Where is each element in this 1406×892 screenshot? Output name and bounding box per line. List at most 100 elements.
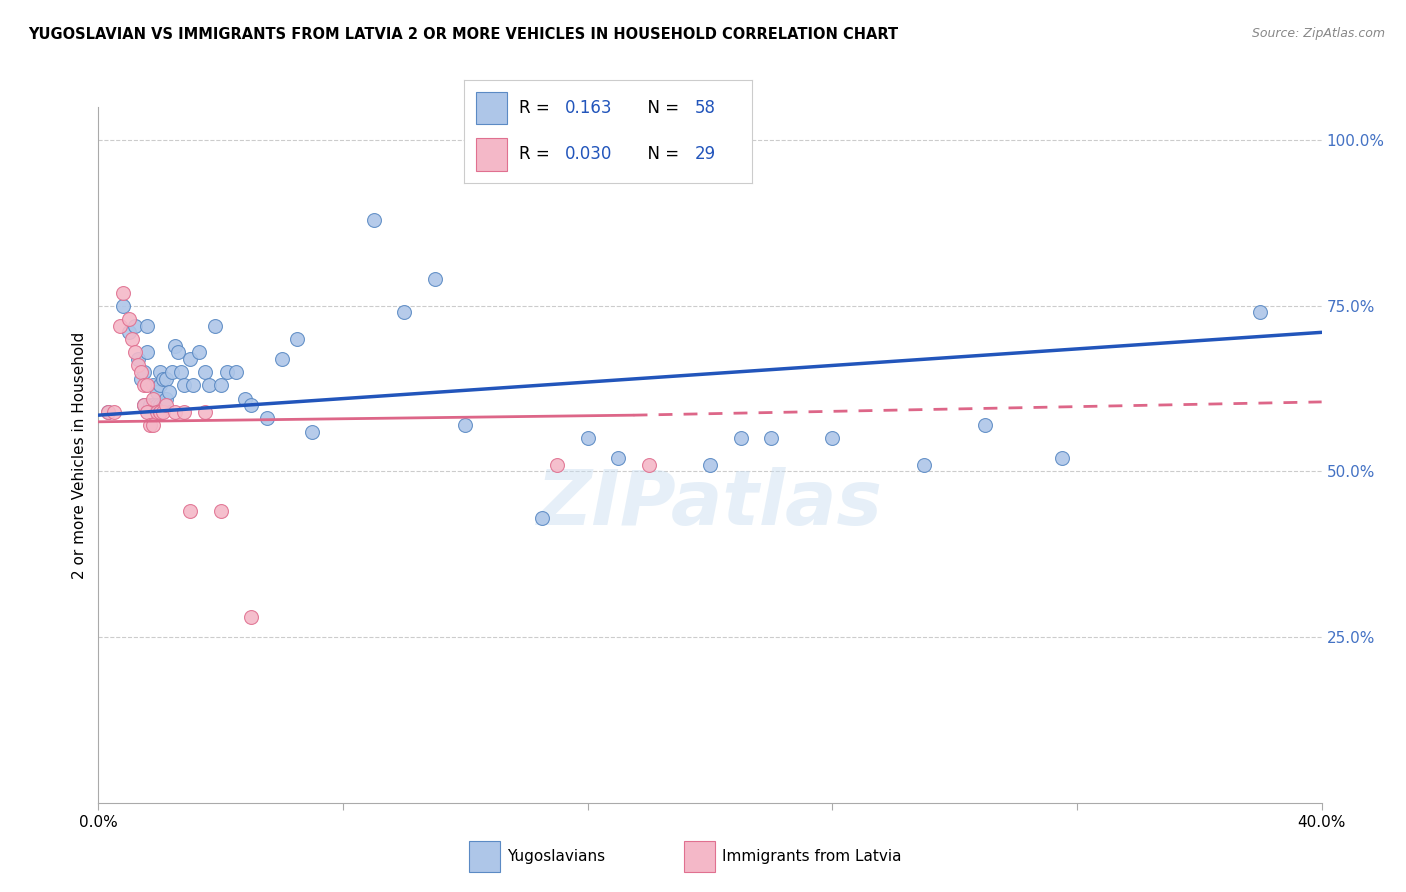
Point bbox=[118, 326, 141, 340]
Point bbox=[194, 365, 217, 379]
Point bbox=[759, 431, 782, 445]
Point bbox=[423, 272, 446, 286]
FancyBboxPatch shape bbox=[475, 92, 508, 124]
Point bbox=[256, 411, 278, 425]
Point bbox=[197, 378, 219, 392]
Text: 0.163: 0.163 bbox=[565, 99, 613, 117]
Point bbox=[240, 398, 263, 412]
Point bbox=[134, 378, 156, 392]
FancyBboxPatch shape bbox=[683, 840, 716, 872]
Point bbox=[974, 418, 997, 433]
FancyBboxPatch shape bbox=[475, 137, 508, 170]
Point bbox=[157, 384, 180, 399]
Point bbox=[134, 398, 156, 412]
Point bbox=[149, 398, 172, 412]
Point bbox=[204, 318, 226, 333]
Point bbox=[821, 431, 844, 445]
Point bbox=[142, 418, 165, 433]
Text: R =: R = bbox=[519, 145, 555, 163]
Point bbox=[170, 365, 193, 379]
Point bbox=[209, 378, 232, 392]
Point bbox=[163, 338, 186, 352]
Point bbox=[145, 398, 167, 412]
Point bbox=[530, 511, 553, 525]
Point bbox=[111, 285, 134, 300]
Text: 0.030: 0.030 bbox=[565, 145, 612, 163]
Point bbox=[301, 425, 323, 439]
Text: N =: N = bbox=[637, 99, 685, 117]
Point bbox=[97, 405, 120, 419]
Point bbox=[145, 384, 167, 399]
Point bbox=[1050, 451, 1073, 466]
Point bbox=[188, 345, 211, 359]
Point bbox=[163, 405, 186, 419]
Point bbox=[97, 405, 120, 419]
Point bbox=[173, 405, 195, 419]
Text: Immigrants from Latvia: Immigrants from Latvia bbox=[723, 849, 901, 863]
Point bbox=[139, 398, 162, 412]
Point bbox=[121, 332, 143, 346]
Text: 58: 58 bbox=[695, 99, 716, 117]
Point bbox=[145, 405, 167, 419]
Point bbox=[225, 365, 247, 379]
Point bbox=[546, 458, 568, 472]
Point bbox=[149, 378, 172, 392]
Point bbox=[124, 318, 146, 333]
Point bbox=[127, 359, 149, 373]
Text: 29: 29 bbox=[695, 145, 716, 163]
Text: N =: N = bbox=[637, 145, 685, 163]
Point bbox=[167, 345, 190, 359]
Point bbox=[637, 458, 661, 472]
Point bbox=[149, 405, 172, 419]
Point bbox=[454, 418, 477, 433]
Point bbox=[155, 392, 177, 406]
Point bbox=[181, 378, 204, 392]
Point bbox=[155, 398, 177, 412]
Point bbox=[136, 378, 159, 392]
Point bbox=[576, 431, 599, 445]
Point bbox=[152, 398, 174, 412]
Point bbox=[240, 610, 263, 624]
Point bbox=[215, 365, 238, 379]
Point bbox=[233, 392, 256, 406]
Point bbox=[173, 378, 195, 392]
Point bbox=[129, 365, 152, 379]
FancyBboxPatch shape bbox=[468, 840, 501, 872]
Point bbox=[285, 332, 308, 346]
Point bbox=[155, 372, 177, 386]
Point bbox=[111, 299, 134, 313]
Point bbox=[108, 318, 131, 333]
Point bbox=[118, 312, 141, 326]
Point bbox=[136, 405, 159, 419]
Point bbox=[134, 398, 156, 412]
Point bbox=[152, 405, 174, 419]
Point bbox=[149, 365, 172, 379]
Point bbox=[270, 351, 292, 366]
Point bbox=[179, 504, 201, 518]
Point bbox=[209, 504, 232, 518]
Y-axis label: 2 or more Vehicles in Household: 2 or more Vehicles in Household bbox=[72, 331, 87, 579]
Point bbox=[160, 365, 183, 379]
Text: YUGOSLAVIAN VS IMMIGRANTS FROM LATVIA 2 OR MORE VEHICLES IN HOUSEHOLD CORRELATIO: YUGOSLAVIAN VS IMMIGRANTS FROM LATVIA 2 … bbox=[28, 27, 898, 42]
Point bbox=[136, 345, 159, 359]
Point bbox=[607, 451, 630, 466]
Point bbox=[699, 458, 721, 472]
Point bbox=[194, 405, 217, 419]
Point bbox=[730, 431, 752, 445]
Text: ZIPatlas: ZIPatlas bbox=[537, 467, 883, 541]
Point bbox=[134, 365, 156, 379]
Point bbox=[139, 418, 162, 433]
Point bbox=[142, 378, 165, 392]
Point bbox=[1249, 305, 1271, 319]
Point bbox=[179, 351, 201, 366]
Point bbox=[152, 372, 174, 386]
Point bbox=[142, 398, 165, 412]
Point bbox=[129, 372, 152, 386]
Text: Yugoslavians: Yugoslavians bbox=[508, 849, 605, 863]
Point bbox=[127, 351, 149, 366]
Point bbox=[149, 405, 172, 419]
Point bbox=[392, 305, 416, 319]
Point bbox=[363, 212, 385, 227]
Point bbox=[912, 458, 935, 472]
Point bbox=[103, 405, 125, 419]
